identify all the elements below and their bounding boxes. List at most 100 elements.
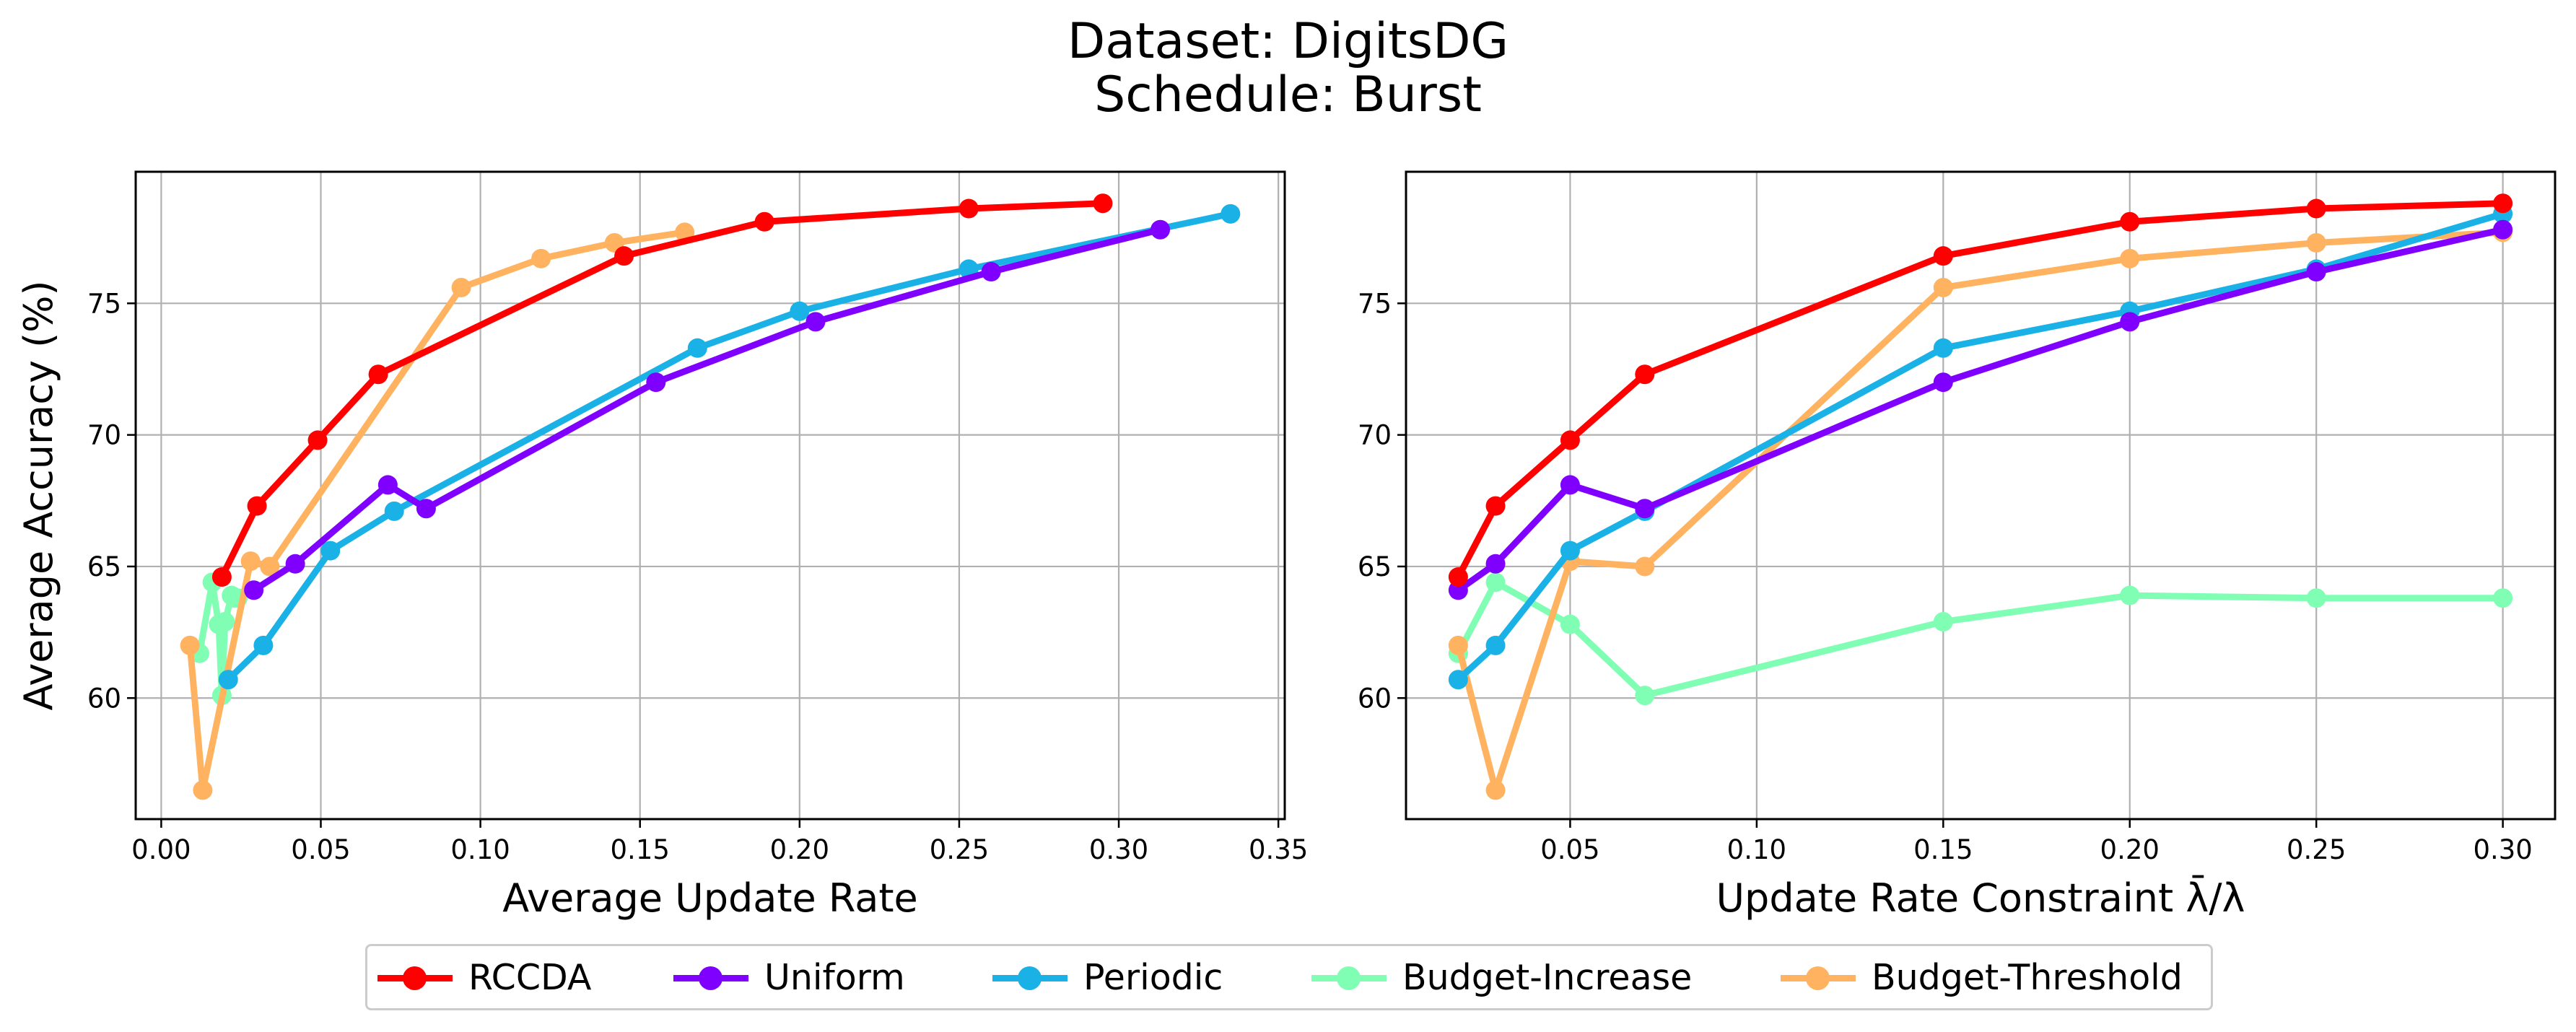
data-point-periodic bbox=[320, 541, 341, 561]
y-tick-label: 65 bbox=[1358, 551, 1392, 582]
data-point-budget-threshold bbox=[2306, 232, 2326, 253]
x-axis-label: Update Rate Constraint λ̄/λ bbox=[1716, 875, 2245, 921]
data-point-budget-threshold bbox=[1448, 635, 1468, 655]
legend-label-budget-increase: Budget-Increase bbox=[1402, 956, 1693, 998]
legend-label-uniform: Uniform bbox=[764, 956, 905, 998]
data-point-budget-threshold bbox=[2120, 248, 2140, 268]
data-point-rccda bbox=[1485, 496, 1506, 516]
data-point-budget-increase bbox=[2306, 588, 2326, 608]
data-point-periodic bbox=[1448, 670, 1468, 690]
data-point-rccda bbox=[1635, 364, 1655, 385]
legend-label-periodic: Periodic bbox=[1083, 956, 1223, 998]
data-point-uniform bbox=[1485, 554, 1506, 574]
data-point-periodic bbox=[384, 501, 404, 521]
legend-swatch-periodic bbox=[992, 946, 1067, 1008]
series-line-rccda bbox=[1454, 200, 2507, 580]
plots-canvas: 0.00 0.05 0.10 0.15 0.20 0.25 0.30 0.35 60 65 70 75… bbox=[16, 170, 2557, 921]
x-tick-label: 0.05 bbox=[1540, 834, 1599, 865]
series-line-budget-threshold bbox=[186, 229, 689, 794]
x-tick-label: 0.15 bbox=[1913, 834, 1973, 865]
data-point-budget-threshold bbox=[1933, 277, 1953, 297]
x-tick-label: 0.05 bbox=[291, 834, 350, 865]
x-tick-label: 0.10 bbox=[1727, 834, 1786, 865]
data-point-budget-threshold bbox=[1635, 556, 1655, 577]
y-tick-label: 60 bbox=[1358, 683, 1392, 714]
data-point-budget-increase bbox=[1485, 572, 1506, 592]
legend-item-uniform: Uniform bbox=[673, 946, 905, 1008]
legend-item-periodic: Periodic bbox=[992, 946, 1223, 1008]
y-tick-label: 70 bbox=[1358, 420, 1392, 451]
data-point-uniform bbox=[2120, 312, 2140, 332]
data-point-periodic bbox=[1933, 338, 1953, 358]
data-point-budget-increase bbox=[2493, 588, 2513, 608]
data-point-uniform bbox=[646, 372, 666, 393]
x-tick-label: 0.15 bbox=[611, 834, 670, 865]
data-point-budget-increase bbox=[1933, 612, 1953, 632]
data-point-rccda bbox=[1448, 567, 1468, 587]
data-point-budget-increase bbox=[1635, 686, 1655, 706]
data-point-budget-increase bbox=[2120, 585, 2140, 605]
legend-item-budget-increase: Budget-Increase bbox=[1311, 946, 1692, 1008]
legend-swatch-rccda bbox=[377, 946, 453, 1008]
data-point-budget-increase bbox=[1560, 614, 1580, 634]
data-point-budget-threshold bbox=[260, 556, 280, 577]
data-point-rccda bbox=[1093, 193, 1113, 214]
data-point-budget-increase bbox=[215, 612, 235, 632]
data-point-rccda bbox=[959, 198, 979, 219]
legend-label-rccda: RCCDA bbox=[468, 956, 592, 998]
legend-swatch-uniform bbox=[673, 946, 748, 1008]
data-point-rccda bbox=[614, 246, 634, 266]
y-tick-label: 75 bbox=[87, 288, 121, 319]
data-point-budget-threshold bbox=[1485, 780, 1506, 800]
data-point-uniform bbox=[1560, 475, 1580, 495]
data-point-rccda bbox=[247, 496, 267, 516]
x-tick-label: 0.25 bbox=[930, 834, 989, 865]
legend-item-rccda: RCCDA bbox=[377, 946, 591, 1008]
data-point-budget-threshold bbox=[240, 551, 261, 572]
series-line-budget-increase bbox=[1454, 579, 2507, 699]
data-point-rccda bbox=[1560, 430, 1580, 450]
data-point-uniform bbox=[1151, 219, 1171, 240]
data-point-uniform bbox=[981, 262, 1001, 282]
data-point-budget-threshold bbox=[451, 277, 471, 297]
panel-1: 0.00 0.05 0.10 0.15 0.20 0.25 0.30 0.35 60 65 70 75… bbox=[16, 170, 1308, 921]
data-point-uniform bbox=[416, 499, 436, 519]
data-point-uniform bbox=[805, 312, 826, 332]
data-point-rccda bbox=[1933, 246, 1953, 266]
data-point-rccda bbox=[307, 430, 328, 450]
x-axis-label: Average Update Rate bbox=[502, 875, 917, 921]
data-point-rccda bbox=[754, 211, 774, 232]
data-point-uniform bbox=[1933, 372, 1953, 393]
series-line-uniform bbox=[250, 226, 1163, 594]
data-point-uniform bbox=[377, 475, 398, 495]
y-tick-label: 65 bbox=[87, 551, 121, 582]
legend-label-budget-threshold: Budget-Threshold bbox=[1872, 956, 2183, 998]
legend-item-budget-threshold: Budget-Threshold bbox=[1781, 946, 2183, 1008]
x-tick-label: 0.30 bbox=[2473, 834, 2532, 865]
data-point-uniform bbox=[2493, 219, 2513, 240]
x-tick-label: 0.25 bbox=[2287, 834, 2346, 865]
series-line-uniform bbox=[1454, 226, 2507, 594]
x-tick-label: 0.35 bbox=[1249, 834, 1308, 865]
plot-frame bbox=[134, 170, 1286, 821]
data-point-rccda bbox=[2306, 198, 2326, 219]
data-point-budget-threshold bbox=[180, 635, 200, 655]
data-point-periodic bbox=[218, 670, 238, 690]
x-tick-label: 0.00 bbox=[131, 834, 191, 865]
data-point-periodic bbox=[253, 635, 274, 655]
data-point-uniform bbox=[285, 554, 305, 574]
data-point-rccda bbox=[2120, 211, 2140, 232]
legend: RCCDA Uniform Periodic Budget-Increase B… bbox=[365, 944, 2213, 1010]
data-point-periodic bbox=[1485, 635, 1506, 655]
plot-frame bbox=[1405, 170, 2557, 821]
data-point-periodic bbox=[1560, 541, 1580, 561]
chart-title-line-2: Schedule: Burst bbox=[1094, 66, 1482, 123]
y-tick-label: 75 bbox=[1358, 288, 1392, 319]
data-point-rccda bbox=[368, 364, 388, 385]
data-point-rccda bbox=[211, 567, 232, 587]
data-point-uniform bbox=[2306, 262, 2326, 282]
series-line-rccda bbox=[218, 200, 1106, 580]
series-line-budget-threshold bbox=[1454, 229, 2507, 794]
data-point-periodic bbox=[790, 301, 810, 321]
